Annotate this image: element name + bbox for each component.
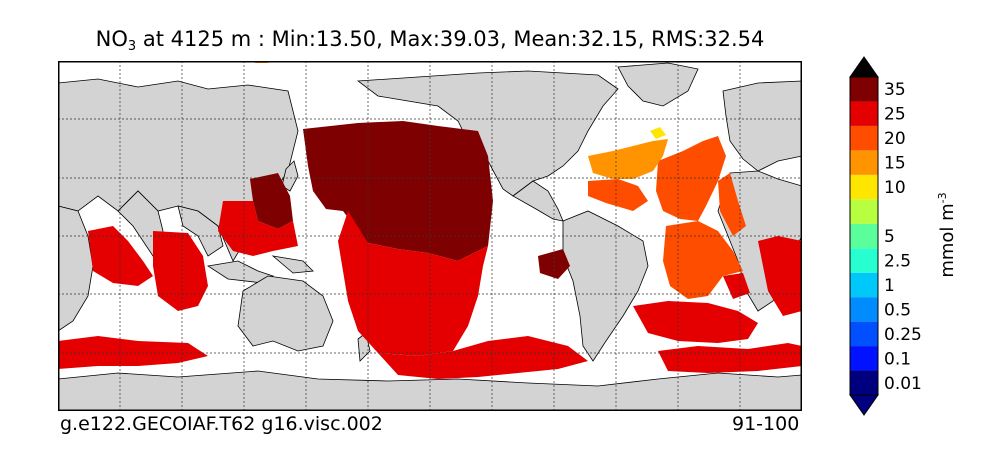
colorbar-swatch: [850, 223, 878, 249]
footer-years: 91-100: [732, 413, 800, 435]
field-west-pacific-35: [250, 173, 293, 229]
field-indian-ocean2-25: [153, 231, 208, 311]
colorbar-tick-label: 15: [884, 154, 906, 174]
colorbar-swatch: [850, 199, 878, 224]
graticule: [58, 61, 802, 411]
field-north-pacific-35: [303, 121, 493, 261]
data-layer: [58, 61, 802, 379]
field-indian-ocean-25: [88, 226, 153, 286]
field-central-pacific-25: [338, 211, 488, 356]
colorbar: 0.01 0.1 0.25 0.5 1 2.5 5 10 15 20 25 35: [849, 56, 922, 416]
field-south-pacific-patch-35: [538, 249, 570, 279]
field-south-atlantic-patch-25: [723, 273, 750, 299]
field-west-pacific-25: [218, 201, 298, 256]
ocean-map: [58, 61, 802, 411]
field-southern-ocean-e-25: [658, 343, 802, 373]
title-variable: NO: [95, 27, 128, 51]
colorbar-swatch: [850, 346, 878, 371]
land-europe-east: [722, 80, 802, 172]
land-south-america: [562, 210, 649, 362]
colorbar-tick-label: 0.1: [884, 349, 911, 369]
colorbar-tick-label: 5: [884, 227, 895, 247]
plot-title: NO3 at 4125 m : Min:13.50, Max:39.03, Me…: [0, 27, 860, 54]
field-north-atlantic-20: [656, 136, 726, 221]
land-north-america: [356, 70, 619, 197]
colorbar-swatch: [850, 297, 878, 322]
colorbar-swatch: [850, 272, 878, 298]
colorbar-swatch: [850, 101, 878, 126]
land-southeast-asia: [177, 205, 224, 257]
colorbar-tick-label: 0.5: [884, 300, 911, 320]
colorbar-swatch: [850, 77, 878, 102]
colorbar-tick-label: 0.25: [884, 325, 922, 345]
land-new-guinea: [271, 255, 314, 274]
title-stats: at 4125 m : Min:13.50, Max:39.03, Mean:3…: [136, 27, 765, 51]
colorbar-swatch: [850, 125, 878, 151]
colorbar-unit-exponent: -3: [936, 192, 949, 204]
land-indonesia: [206, 260, 274, 284]
colorbar-under-triangle: [849, 394, 879, 416]
field-northwest-atlantic-15: [588, 139, 668, 179]
land-africa-west: [58, 205, 94, 332]
field-southern-ocean-w-25: [58, 336, 208, 369]
title-subscript: 3: [127, 39, 137, 54]
colorbar-swatch: [850, 321, 878, 347]
colorbar-tick-label: 0.01: [884, 374, 922, 394]
land-central-america: [512, 180, 564, 222]
colorbar-swatch: [850, 248, 878, 273]
colorbar-swatch: [850, 370, 878, 395]
field-indian-sw-25: [758, 236, 802, 316]
colorbar-tick-label: 2.5: [884, 251, 911, 271]
field-southern-ocean-c-25: [378, 336, 588, 379]
colorbar-tick-label: 35: [884, 80, 906, 100]
colorbar-unit-base: mmol m: [937, 203, 958, 278]
colorbar-tick-label: 25: [884, 105, 906, 125]
field-central-atlantic-20: [588, 179, 648, 211]
field-east-atlantic-20: [718, 173, 746, 236]
colorbar-swatch: [850, 150, 878, 175]
land-australia: [237, 275, 334, 352]
field-south-atlantic-20: [663, 221, 743, 299]
colorbar-tick-label: 20: [884, 129, 906, 149]
colorbar-swatch: [850, 174, 878, 200]
field-labrador-10: [650, 127, 666, 139]
colorbar-unit: mmol m-3: [936, 192, 958, 277]
colorbar-frame: [849, 76, 879, 396]
colorbar-tick-label: 10: [884, 178, 906, 198]
colorbar-tick-label: 1: [884, 276, 895, 296]
map-frame: [58, 61, 802, 411]
field-southern-atlantic-25: [633, 301, 758, 343]
colorbar-over-triangle: [849, 56, 879, 78]
footer-case-name: g.e122.GECOIAF.T62 g16.visc.002: [60, 413, 383, 435]
